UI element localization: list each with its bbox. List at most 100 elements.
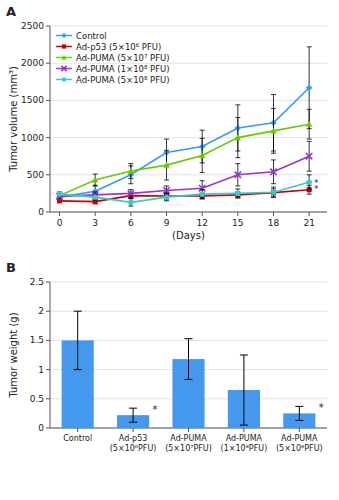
chart-container: 05001000150020002500Tumor volume (mm³)A0… xyxy=(0,0,339,500)
grid-line xyxy=(50,311,327,312)
panel-label: B xyxy=(6,260,16,275)
error-bar xyxy=(271,109,276,154)
grid-line xyxy=(50,212,327,213)
x-tick-label: 15 xyxy=(232,218,243,228)
y-tick xyxy=(46,428,50,429)
error-bar xyxy=(57,192,62,196)
series-line xyxy=(60,124,310,195)
x-axis: 036912151821(Days) xyxy=(50,212,327,241)
x-tick-label-line: Ad-p53 xyxy=(119,434,148,443)
legend-label: Ad-PUMA (5×10⁷ PFU) xyxy=(76,53,170,63)
x-tick-label-line: Control xyxy=(63,434,92,443)
marker xyxy=(56,191,62,197)
y-tick-label: 1.5 xyxy=(30,335,44,345)
annotation: * xyxy=(314,184,319,194)
x-tick-label-line: Ad-PUMA xyxy=(281,434,318,443)
x-axis-label: (Days) xyxy=(172,230,205,241)
error-bar xyxy=(74,311,82,369)
x-tick-label: 6 xyxy=(128,218,134,228)
x-tick xyxy=(188,428,189,432)
marker xyxy=(128,168,134,174)
marker xyxy=(306,179,312,185)
x-tick xyxy=(237,212,238,216)
error-bar xyxy=(307,109,312,139)
grid-line xyxy=(50,100,327,101)
y-axis: 00.511.522.5Tumor weight (g) xyxy=(8,277,328,433)
legend-label: Ad-p53 (5×10⁶ PFU) xyxy=(76,42,161,52)
marker xyxy=(199,191,205,197)
x-tick xyxy=(202,212,203,216)
grid-line xyxy=(50,137,327,138)
error-bar xyxy=(200,190,205,199)
error-bar xyxy=(128,199,133,206)
x-tick-label-line: (5×10⁷PFU) xyxy=(165,444,212,453)
y-tick xyxy=(46,340,50,341)
marker xyxy=(163,194,169,200)
series xyxy=(57,185,312,204)
chart-root: 05001000150020002500Tumor volume (mm³)A0… xyxy=(0,0,339,500)
error-bar xyxy=(295,406,303,420)
y-tick-label: 0 xyxy=(38,423,44,433)
x-tick xyxy=(133,428,134,432)
x-tick xyxy=(309,212,310,216)
x-tick-label: 12 xyxy=(196,218,207,228)
y-tick xyxy=(46,212,50,213)
y-tick-label: 1000 xyxy=(21,133,44,143)
plot-area xyxy=(56,47,312,206)
y-tick-label: 1500 xyxy=(21,95,44,105)
x-tick-label: Ad-p53(5×10⁶PFU) xyxy=(110,434,157,453)
x-tick-label: 21 xyxy=(303,218,314,228)
marker xyxy=(92,194,98,200)
marker xyxy=(306,121,312,127)
x-tick-label-line: Ad-PUMA xyxy=(170,434,207,443)
legend-item: Ad-PUMA (5×10⁷ PFU) xyxy=(56,53,170,63)
legend-label: Ad-PUMA (5×10⁸ PFU) xyxy=(76,75,170,85)
x-tick-label: 18 xyxy=(268,218,280,228)
error-bar xyxy=(93,194,98,200)
y-tick xyxy=(46,137,50,138)
error-bar xyxy=(200,138,205,172)
error-bar xyxy=(235,118,240,158)
marker xyxy=(199,152,205,158)
y-tick-label: 500 xyxy=(27,170,44,180)
marker xyxy=(128,190,134,196)
x-axis: ControlAd-p53(5×10⁶PFU)Ad-PUMA(5×10⁷PFU)… xyxy=(50,428,327,453)
y-tick xyxy=(46,311,50,312)
marker xyxy=(163,187,169,193)
x-axis-line xyxy=(50,212,327,213)
error-bar xyxy=(307,175,312,190)
error-bar xyxy=(164,193,169,200)
x-tick xyxy=(77,428,78,432)
y-tick-label: 2500 xyxy=(21,21,44,31)
marker xyxy=(92,176,98,182)
y-tick xyxy=(46,26,50,27)
y-tick xyxy=(46,369,50,370)
error-bar xyxy=(164,150,169,180)
y-tick-label: 2 xyxy=(38,306,44,316)
legend-item: Control xyxy=(56,31,107,41)
y-tick-label: 0 xyxy=(38,207,44,217)
annotation: * xyxy=(319,402,324,413)
grid-line xyxy=(50,282,327,283)
plot-area xyxy=(62,311,316,428)
marker xyxy=(270,127,276,133)
x-tick-label: 3 xyxy=(92,218,98,228)
marker xyxy=(62,44,66,48)
y-tick-label: 2000 xyxy=(21,58,44,68)
grid-line xyxy=(50,174,327,175)
x-tick-label: Ad-PUMA(5×10⁸PFU) xyxy=(276,434,323,453)
error-bar xyxy=(93,174,98,186)
y-axis-line xyxy=(50,282,51,428)
marker xyxy=(128,199,134,205)
series xyxy=(56,141,312,199)
marker xyxy=(61,55,66,60)
x-tick-label-line: Ad-PUMA xyxy=(226,434,263,443)
x-tick-label-line: (1×10⁸PFU) xyxy=(221,444,268,453)
y-tick xyxy=(46,174,50,175)
series xyxy=(56,109,312,199)
y-tick xyxy=(46,100,50,101)
marker xyxy=(163,162,169,168)
marker xyxy=(235,134,241,140)
marker xyxy=(235,190,241,196)
series xyxy=(56,47,312,200)
